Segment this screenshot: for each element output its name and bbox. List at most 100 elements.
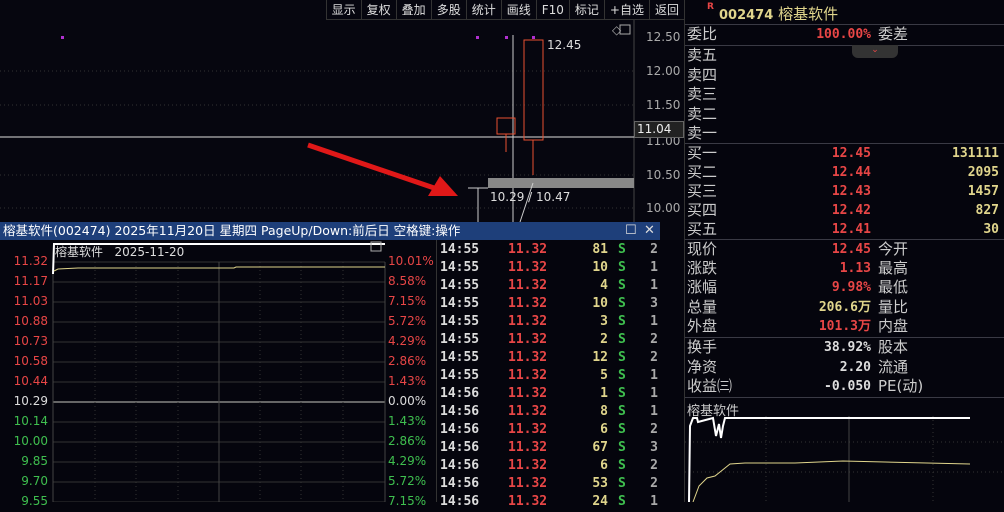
value: 12.45: [831, 242, 871, 257]
stat-row: 涨幅 9.98% 最低: [687, 278, 1003, 297]
tick-row: 14:56 11.32 67 S 3: [438, 440, 660, 458]
toolbar-button[interactable]: 叠加: [395, 0, 431, 19]
tick-count: 1: [650, 278, 658, 293]
toolbar-button[interactable]: 显示: [325, 0, 361, 19]
fin-row: 净资 2.20 流通: [687, 358, 1003, 377]
pct-axis-label: 0.00%: [388, 394, 427, 408]
tick-side: S: [618, 476, 626, 491]
tick-time: 14:55: [440, 332, 480, 347]
tick-time: 14:55: [440, 242, 480, 257]
toolbar-button[interactable]: F10: [535, 0, 569, 19]
tick-volume: 2: [600, 332, 608, 347]
chart-date: 2025-11-20: [114, 245, 185, 259]
price-axis-label: 10.00: [13, 434, 48, 448]
tick-volume: 10: [592, 260, 608, 275]
bid-price: 12.42: [831, 203, 871, 218]
tick-volume: 12: [592, 350, 608, 365]
stat-row: 涨跌 1.13 最高: [687, 259, 1003, 278]
price-axis-label: 11.17: [13, 274, 48, 288]
toolbar-button[interactable]: 返回: [648, 0, 684, 19]
label: 卖二: [687, 104, 718, 123]
price-axis-label: 10.14: [13, 414, 48, 428]
tick-side: S: [618, 260, 626, 275]
stock-header: 002474 榕基软件: [719, 3, 838, 24]
pct-axis-label: 5.72%: [388, 314, 427, 328]
tick-volume: 1: [600, 386, 608, 401]
toolbar-button[interactable]: 复权: [360, 0, 396, 19]
pct-axis-label: 4.29%: [388, 334, 427, 348]
pct-axis-label: 8.58%: [388, 274, 427, 288]
value: 100.00%: [816, 27, 871, 42]
value: 9.98%: [831, 280, 871, 296]
kline-chart[interactable]: 显示 复权 叠加 多股 统计 画线 F10 标记 +自选 返回 ◇ 12.50 12.00 11.…: [0, 0, 684, 240]
tick-count: 2: [650, 458, 658, 473]
tick-volume: 6: [600, 422, 608, 437]
ask-row: 卖一: [687, 124, 1003, 143]
price-axis-label: 10.58: [13, 354, 48, 368]
label: 委差: [878, 25, 909, 43]
maximize-button[interactable]: ☐: [625, 223, 637, 238]
value: 2.20: [839, 359, 871, 375]
axis-label: 10.50: [646, 168, 681, 182]
tick-row: 14:55 11.32 10 S 1: [438, 260, 660, 278]
label: 委比: [687, 25, 718, 43]
stock-code: 002474: [719, 8, 774, 23]
tick-price: 11.32: [508, 242, 548, 257]
label: 总量: [687, 297, 718, 316]
weibi-row: 委比 100.00% 委差: [687, 25, 1003, 44]
ask-row: 卖四: [687, 66, 1003, 85]
popup-title-bar[interactable]: 榕基软件(002474) 2025年11月20日 星期四 PageUp/Down…: [0, 222, 660, 240]
label: 涨跌: [687, 259, 718, 278]
price-axis-label: 11.03: [13, 294, 48, 308]
range-label: 10.29 / 10.47: [490, 190, 571, 204]
tick-price: 11.32: [508, 260, 548, 275]
high-label: 12.45: [547, 38, 582, 52]
mini-intraday-chart: [685, 416, 1004, 502]
toolbar-button[interactable]: +自选: [603, 0, 649, 19]
tick-count: 2: [650, 242, 658, 257]
expand-chevron-icon[interactable]: ⌄: [852, 45, 898, 58]
value: 101.3万: [818, 318, 871, 334]
bid-volume: 2095: [967, 165, 999, 180]
bid-row: 买三 12.43 1457: [687, 182, 1003, 201]
ask-row: 卖五: [687, 46, 1003, 65]
tick-time: 14:56: [440, 386, 480, 401]
tick-volume: 8: [600, 404, 608, 419]
bid-price: 12.44: [831, 165, 871, 180]
label: 卖五: [687, 46, 718, 64]
tick-row: 14:56 11.32 24 S 1: [438, 494, 660, 512]
bid-volume: 1457: [967, 184, 999, 199]
toolbar-button[interactable]: 画线: [500, 0, 536, 19]
price-axis-label: 11.32: [13, 254, 48, 268]
label: 今开: [878, 240, 909, 258]
tick-price: 11.32: [508, 350, 548, 365]
close-button[interactable]: ✕: [644, 223, 655, 238]
toolbar-button[interactable]: 多股: [430, 0, 466, 19]
low-label: 10.29: [490, 190, 525, 204]
label: 净资: [687, 357, 718, 376]
tick-volume: 3: [600, 314, 608, 329]
pct-axis-label: 7.15%: [388, 294, 427, 308]
ask-row: 卖三: [687, 85, 1003, 104]
price-line: [688, 416, 970, 502]
bid-volume: 827: [975, 203, 999, 218]
tick-price: 11.32: [508, 368, 548, 383]
tick-side: S: [618, 350, 626, 365]
tick-row: 14:55 11.32 2 S 2: [438, 332, 660, 350]
toolbar-button[interactable]: 统计: [465, 0, 501, 19]
stock-name: 榕基软件: [778, 5, 839, 23]
toolbar-button[interactable]: 标记: [568, 0, 604, 19]
tick-count: 3: [650, 296, 658, 311]
kline-canvas: ◇: [0, 20, 635, 223]
tick-volume: 6: [600, 458, 608, 473]
label: 收益㈢: [687, 377, 733, 395]
pct-axis-label: 4.29%: [388, 454, 427, 468]
stat-row: 总量 206.6万 量比: [687, 298, 1003, 317]
tick-price: 11.32: [508, 404, 548, 419]
tick-time: 14:56: [440, 440, 480, 455]
mini-chart-title: 榕基软件: [687, 404, 740, 419]
tick-count: 2: [650, 350, 658, 365]
red-arrow: [307, 142, 441, 193]
label: 股本: [878, 338, 909, 356]
tick-list[interactable]: [436, 240, 660, 502]
